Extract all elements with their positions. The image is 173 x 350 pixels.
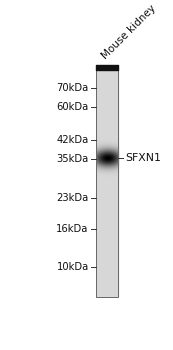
- Text: Mouse kidney: Mouse kidney: [100, 4, 158, 61]
- Bar: [96, 70, 118, 297]
- Text: 35kDa: 35kDa: [56, 154, 89, 164]
- Text: 16kDa: 16kDa: [56, 224, 89, 234]
- Text: 70kDa: 70kDa: [56, 83, 89, 93]
- Text: 23kDa: 23kDa: [56, 193, 89, 203]
- Bar: [96, 70, 118, 297]
- Text: SFXN1: SFXN1: [125, 153, 161, 163]
- Text: 60kDa: 60kDa: [56, 102, 89, 112]
- Text: 42kDa: 42kDa: [56, 135, 89, 145]
- Text: 10kDa: 10kDa: [56, 262, 89, 272]
